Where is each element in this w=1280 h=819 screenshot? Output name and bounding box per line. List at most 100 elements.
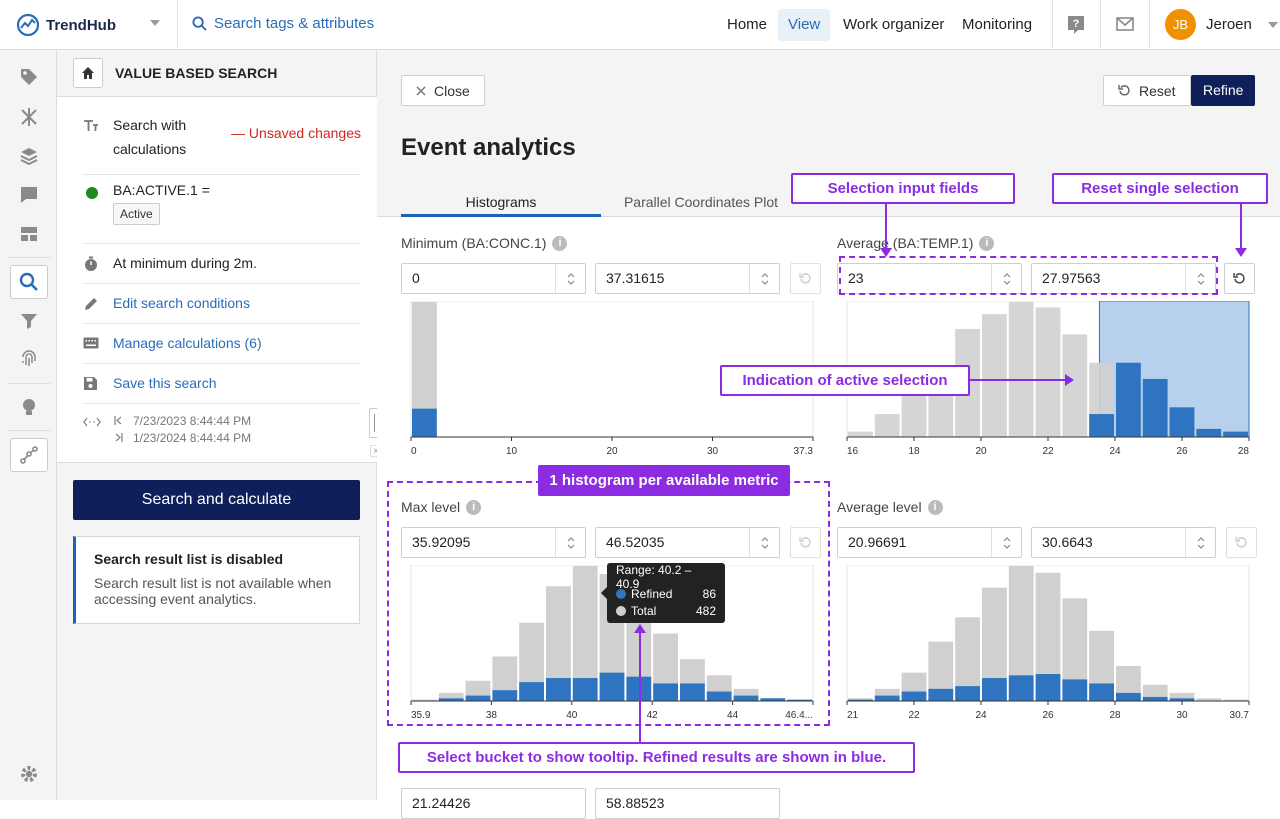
save-search-link[interactable]: Save this search [113, 375, 217, 391]
histogram-tooltip: Range: 40.2 – 40.9 Refined 86 Total 482 [607, 563, 725, 623]
range-max-input[interactable]: 37.31615 [595, 263, 780, 294]
help-icon[interactable]: ? [1067, 15, 1085, 35]
range-max-value: 37.31615 [606, 270, 665, 286]
info-icon[interactable]: i [979, 235, 995, 251]
range-max-input[interactable]: 27.97563 [1031, 263, 1216, 294]
reset-selection-button[interactable] [790, 263, 821, 294]
nav-work-organizer[interactable]: Work organizer [843, 16, 945, 33]
x-tick-label: 20 [975, 446, 987, 457]
histogram-bar-refined [733, 695, 759, 701]
sidebar-item-layers[interactable] [10, 139, 48, 173]
histogram-bar-refined [519, 682, 544, 701]
total-dot-icon [616, 605, 626, 616]
panel-title: VALUE BASED SEARCH [115, 65, 278, 81]
edit-conditions-row[interactable]: Edit search conditions [83, 284, 361, 324]
sidebar-item-bulk[interactable] [10, 100, 48, 134]
range-max-input[interactable]: 46.52035 [595, 527, 780, 558]
stepper-icon[interactable] [555, 264, 585, 293]
manage-calculations-link[interactable]: Manage calculations (6) [113, 335, 262, 351]
app-logo[interactable]: TrendHub [16, 13, 116, 37]
search-placeholder: Search tags & attributes [214, 15, 375, 32]
x-tick-label: 37.3 [794, 446, 814, 457]
sidebar-item-fingerprint[interactable] [10, 342, 48, 376]
nav-monitoring[interactable]: Monitoring [962, 16, 1033, 33]
range-max-value: 46.52035 [606, 534, 665, 550]
x-tick-label: 42 [647, 710, 659, 721]
reset-button[interactable]: Reset [1103, 75, 1191, 106]
stepper-icon[interactable] [749, 528, 779, 557]
settings-button[interactable] [10, 757, 48, 791]
refine-button[interactable]: Refine [1191, 75, 1256, 106]
histogram-bar-refined [1089, 414, 1114, 437]
settings-icon [21, 766, 37, 782]
trendhub-logo-icon [16, 13, 40, 37]
sidebar-item-dashboard[interactable] [10, 217, 48, 251]
user-menu[interactable]: JB Jeroen [1165, 9, 1278, 40]
reset-selection-button[interactable] [1224, 263, 1255, 294]
sidebar-item-search[interactable] [10, 265, 48, 299]
range-min-input[interactable]: 0 [401, 263, 586, 294]
close-button[interactable]: Close [401, 75, 485, 106]
stepper-icon[interactable] [991, 264, 1021, 293]
close-icon [416, 85, 426, 96]
histogram-chart[interactable]: 21 22 24 26 28 30 30.7 [837, 565, 1262, 727]
divider [177, 0, 178, 50]
edit-conditions-link[interactable]: Edit search conditions [113, 295, 250, 311]
stepper-icon[interactable] [1185, 528, 1215, 557]
histogram-bar-refined [412, 408, 437, 437]
range-start-icon [114, 416, 122, 425]
stepper-icon[interactable] [749, 264, 779, 293]
tab-parallel-coordinates[interactable]: Parallel Coordinates Plot [623, 194, 779, 210]
reset-selection-button[interactable] [1226, 527, 1257, 558]
stepper-icon[interactable] [991, 528, 1021, 557]
sidebar-item-chat[interactable] [10, 178, 48, 212]
range-min-input[interactable]: 35.92095 [401, 527, 586, 558]
divider [8, 257, 50, 258]
search-icon [192, 16, 207, 31]
metric-label: Max level i [401, 497, 826, 517]
nav-view[interactable]: View [778, 9, 831, 41]
search-and-calculate-button[interactable]: Search and calculate [73, 480, 360, 520]
histogram-bar-refined [1035, 674, 1061, 701]
sidebar-item-tags[interactable] [10, 60, 48, 94]
tooltip-refined-value: 86 [702, 586, 716, 601]
range-max-value: 30.6643 [1042, 534, 1093, 550]
tooltip-refined-label: Refined [631, 586, 673, 601]
histogram-bar-refined [1196, 428, 1222, 437]
histogram-bar-refined [787, 699, 812, 701]
stepper-icon[interactable] [555, 528, 585, 557]
manage-calculations-row[interactable]: Manage calculations (6) [83, 324, 361, 364]
reset-label: Reset [1139, 82, 1176, 99]
brand-chevron-down-icon[interactable] [150, 20, 160, 26]
x-tick-label: 30.7 [1230, 710, 1250, 721]
range-max-input[interactable]: 30.6643 [1031, 527, 1216, 558]
histogram-bar-refined [760, 698, 786, 701]
home-button[interactable] [73, 58, 103, 88]
save-search-row[interactable]: Save this search [83, 364, 361, 404]
mail-icon[interactable] [1116, 17, 1134, 31]
sidebar-item-insights[interactable] [10, 390, 48, 424]
metric-label-text: Average level [837, 499, 922, 515]
histogram-bar-refined [1169, 698, 1195, 701]
nav-home[interactable]: Home [727, 16, 768, 33]
sidebar-item-recommendation[interactable] [10, 438, 48, 472]
panel-header: VALUE BASED SEARCH [57, 50, 377, 96]
condition-row: BA:ACTIVE.1 = Active [83, 175, 361, 244]
reset-selection-button[interactable] [790, 527, 821, 558]
sidebar-item-filter[interactable] [10, 304, 48, 338]
metric-label-text: Minimum (BA:CONC.1) [401, 235, 547, 251]
range-min-input[interactable]: 20.96691 [837, 527, 1022, 558]
tab-histograms[interactable]: Histograms [401, 194, 601, 217]
info-icon[interactable]: i [552, 235, 568, 251]
search-tags-input[interactable]: Search tags & attributes [192, 15, 374, 32]
chevron-down-icon [1267, 21, 1278, 28]
date-range-row[interactable]: 7/23/2023 8:44:44 PM 1/23/2024 8:44:44 P… [83, 404, 361, 459]
histogram-bar-refined [438, 698, 464, 701]
histogram-bar-total [1169, 692, 1195, 701]
stepper-icon[interactable] [1185, 264, 1215, 293]
reset-icon [799, 537, 811, 548]
info-icon[interactable]: i [927, 499, 943, 515]
info-icon[interactable]: i [466, 499, 482, 515]
tooltip-total-label: Total [631, 603, 657, 618]
user-name: Jeroen [1206, 16, 1252, 33]
